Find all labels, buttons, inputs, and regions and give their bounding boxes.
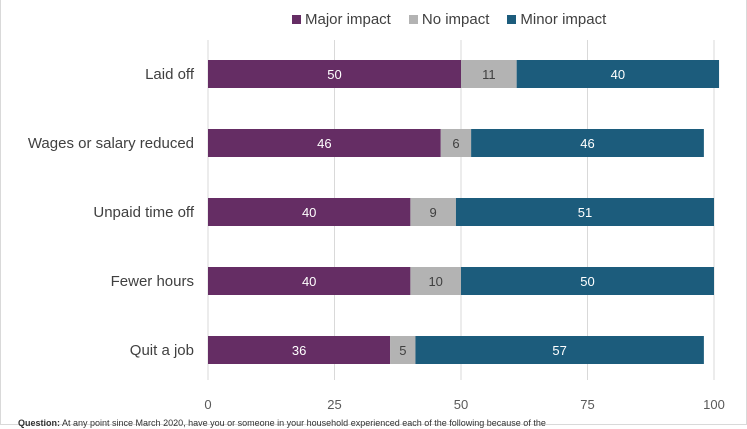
footnote-label: Question: — [18, 418, 60, 428]
bar-fewer-hours-major-impact — [208, 267, 411, 295]
x-tick-label-50: 50 — [454, 397, 468, 412]
data-label-laid-off-no-impact: 11 — [482, 67, 496, 82]
footnote-text: At any point since March 2020, have you … — [62, 418, 546, 428]
chart-legend: Major impact No impact Minor impact — [292, 11, 606, 28]
bar-wages-or-salary-reduced-major-impact — [208, 129, 441, 157]
bar-unpaid-time-off-no-impact — [410, 198, 456, 226]
data-label-laid-off-minor-impact: 40 — [611, 67, 625, 82]
bar-wages-or-salary-reduced-minor-impact — [471, 129, 704, 157]
legend-swatch-minor-impact — [507, 15, 517, 24]
data-label-quit-a-job-no-impact: 5 — [399, 343, 406, 358]
category-label-quit-a-job: Quit a job — [130, 342, 194, 359]
bar-fewer-hours-minor-impact — [461, 267, 714, 295]
data-label-fewer-hours-minor-impact: 50 — [580, 274, 594, 289]
data-label-quit-a-job-minor-impact: 57 — [552, 343, 566, 358]
bar-unpaid-time-off-major-impact — [208, 198, 411, 226]
bar-laid-off-major-impact — [208, 60, 461, 88]
x-tick-label-0: 0 — [204, 397, 211, 412]
bar-wages-or-salary-reduced-no-impact — [440, 129, 472, 157]
data-label-quit-a-job-major-impact: 36 — [292, 343, 306, 358]
bar-unpaid-time-off-minor-impact — [455, 198, 714, 226]
bar-laid-off-minor-impact — [516, 60, 720, 88]
bar-quit-a-job-no-impact — [390, 336, 416, 364]
legend-swatch-major-impact — [292, 15, 301, 24]
bar-quit-a-job-minor-impact — [415, 336, 704, 364]
bar-fewer-hours-no-impact — [410, 267, 461, 295]
data-label-unpaid-time-off-no-impact: 9 — [430, 205, 437, 220]
x-tick-label-25: 25 — [327, 397, 341, 412]
data-label-unpaid-time-off-minor-impact: 51 — [578, 205, 592, 220]
x-tick-label-100: 100 — [703, 397, 725, 412]
category-label-fewer-hours: Fewer hours — [111, 273, 194, 290]
legend-swatch-no-impact — [408, 15, 418, 24]
category-label-laid-off: Laid off — [145, 66, 195, 83]
data-label-fewer-hours-no-impact: 10 — [428, 274, 442, 289]
legend-item-minor-impact: Minor impact — [507, 11, 606, 28]
legend-item-no-impact: No impact — [408, 11, 490, 28]
data-label-wages-or-salary-reduced-major-impact: 46 — [317, 136, 331, 151]
data-label-wages-or-salary-reduced-minor-impact: 46 — [580, 136, 594, 151]
footnote: Question: At any point since March 2020,… — [18, 417, 738, 429]
bar-quit-a-job-major-impact — [208, 336, 391, 364]
x-tick-label-75: 75 — [580, 397, 594, 412]
data-label-fewer-hours-major-impact: 40 — [302, 274, 316, 289]
legend-item-major-impact: Major impact — [292, 11, 391, 28]
data-label-unpaid-time-off-major-impact: 40 — [302, 205, 316, 220]
data-label-wages-or-salary-reduced-no-impact: 6 — [452, 136, 459, 151]
data-label-laid-off-major-impact: 50 — [327, 67, 341, 82]
category-label-unpaid-time-off: Unpaid time off — [93, 204, 194, 221]
bar-laid-off-no-impact — [461, 60, 517, 88]
category-label-wages-or-salary-reduced: Wages or salary reduced — [28, 135, 194, 152]
legend-label-major-impact: Major impact — [305, 11, 391, 28]
legend-label-no-impact: No impact — [421, 11, 490, 28]
legend-label-minor-impact: Minor impact — [520, 11, 607, 28]
